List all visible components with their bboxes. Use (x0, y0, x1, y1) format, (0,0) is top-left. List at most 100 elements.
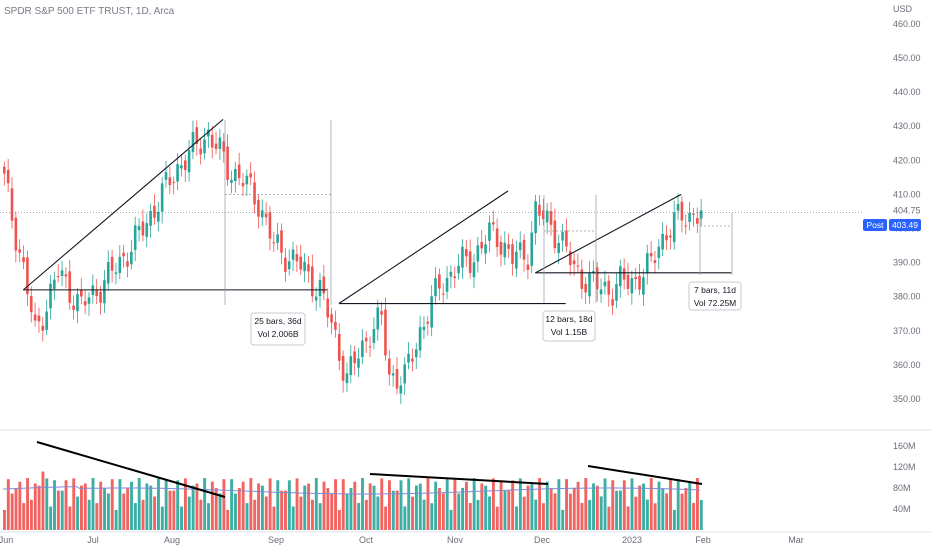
candle-body (657, 246, 661, 258)
volume-bar (106, 493, 110, 530)
volume-bar (380, 478, 384, 530)
candle-body (661, 233, 664, 250)
measure-annotation-box[interactable] (250, 312, 306, 346)
price-tick-label: 420.00 (893, 155, 921, 165)
candle-body (669, 235, 672, 238)
current-price-label: 404.75 (893, 205, 921, 215)
price-trendline (22, 118, 224, 291)
volume-bar (592, 483, 595, 530)
candle-body (137, 226, 141, 231)
post-price-tag (889, 219, 921, 231)
candle-body (403, 364, 406, 384)
volume-bar (330, 493, 334, 530)
price-tick-label: 440.00 (893, 87, 921, 97)
candle-body (426, 321, 430, 324)
candle-body (468, 251, 472, 273)
candle-body (45, 311, 48, 330)
candle-body (576, 265, 580, 267)
volume-bar (376, 496, 380, 530)
candle-body (3, 166, 6, 174)
candle-body (10, 188, 14, 221)
volume-bar (303, 485, 307, 530)
volume-bar (326, 488, 330, 530)
volume-bar (388, 480, 391, 530)
volume-bar (511, 480, 515, 530)
volume-bar (126, 487, 130, 530)
candle-body (33, 314, 37, 321)
volume-bar (588, 499, 592, 530)
volume-bar (87, 499, 91, 530)
candle-body (145, 223, 149, 237)
volume-bar (257, 483, 260, 530)
time-axis-label: Dec (534, 535, 551, 545)
candle-body (222, 141, 226, 152)
candle-body (568, 251, 572, 265)
measure-annotation-line1: 12 bars, 18d (545, 314, 593, 324)
volume-bar (230, 479, 234, 530)
volume-bar (484, 485, 488, 530)
volume-bar (307, 483, 311, 530)
time-axis-label: Nov (447, 535, 464, 545)
candle-body (14, 217, 18, 251)
volume-bar (183, 478, 187, 530)
volume-bar (76, 496, 80, 530)
candle-body (149, 210, 152, 226)
volume-bar (441, 493, 445, 530)
volume-bar (268, 478, 272, 530)
time-axis-label: Aug (164, 535, 180, 545)
candle-body (168, 177, 172, 186)
candle-body (553, 220, 557, 249)
volume-bar (526, 485, 530, 530)
candle-body (638, 275, 641, 290)
time-axis-label: Jun (0, 535, 13, 545)
candle-body (164, 172, 168, 180)
candle-body (26, 257, 29, 295)
volume-bar (449, 509, 453, 530)
candle-body (249, 173, 252, 178)
volume-bar (284, 490, 287, 530)
volume-bar (199, 499, 203, 530)
volume-bar (472, 478, 476, 530)
time-axis-label: Mar (788, 535, 804, 545)
volume-bar (553, 493, 557, 530)
volume-bar (191, 485, 195, 530)
volume-bar (692, 502, 696, 530)
volume-bar (37, 485, 41, 530)
volume-bar (434, 481, 438, 530)
price-trendline (535, 193, 682, 274)
volume-bar (696, 478, 699, 530)
candle-body (322, 276, 326, 294)
volume-bar (137, 478, 141, 530)
candle-body (430, 296, 433, 328)
measure-annotation-box[interactable] (688, 281, 742, 311)
candle-body (245, 175, 249, 185)
volume-bar (488, 496, 491, 530)
volume-bar (607, 506, 611, 530)
volume-bar (72, 478, 76, 530)
candle-body (699, 210, 703, 219)
candle-body (388, 358, 391, 375)
candle-body (603, 281, 607, 287)
volume-bar (14, 487, 18, 530)
volume-bar (118, 479, 122, 530)
candle-body (411, 358, 414, 362)
candle-body (207, 129, 210, 137)
candle-body (672, 212, 676, 243)
volume-bar (264, 496, 268, 530)
candle-body (326, 298, 329, 318)
candle-body (649, 253, 653, 257)
volume-bar (83, 483, 87, 530)
candle-body (626, 274, 630, 289)
candle-body (634, 277, 637, 279)
measure-annotation-box[interactable] (542, 310, 596, 342)
candle-body (503, 242, 507, 258)
volume-bar (669, 479, 672, 530)
candle-body (253, 182, 256, 205)
volume-bar (226, 509, 230, 530)
candle-body (41, 325, 45, 331)
candle-body (696, 218, 699, 224)
candle-body (418, 327, 422, 351)
candle-body (653, 260, 657, 263)
volume-bar (22, 503, 26, 530)
